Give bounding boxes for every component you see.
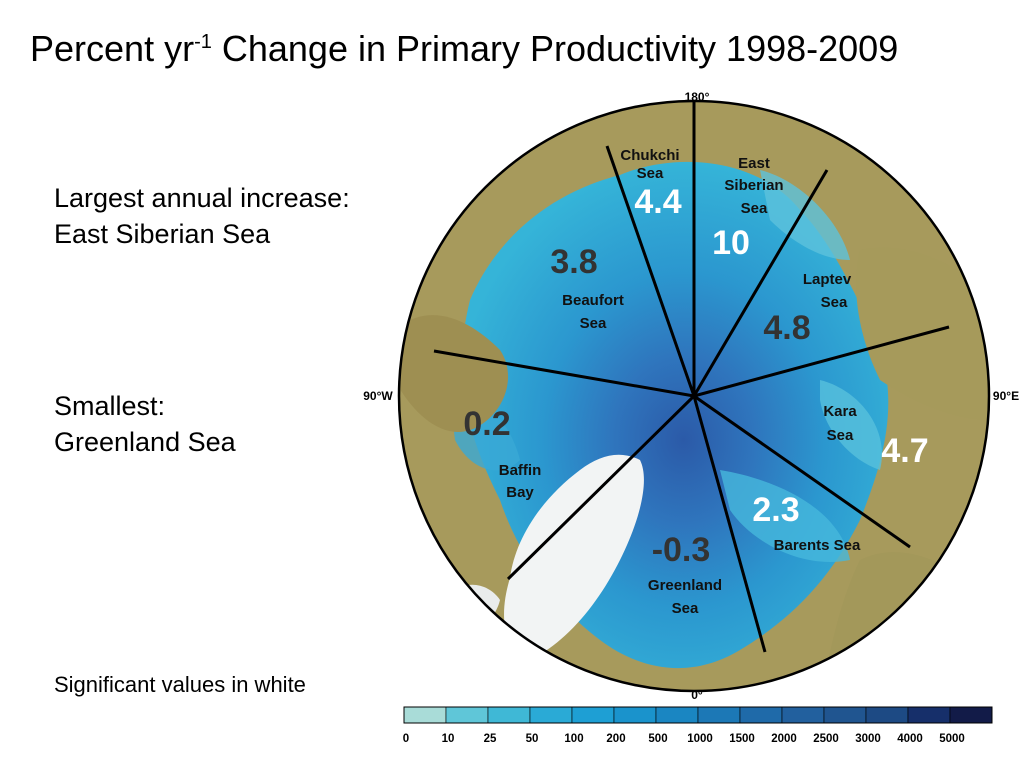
smallest-value: Greenland Sea <box>54 427 236 457</box>
label-90w: 90°W <box>363 389 393 403</box>
legend-tick-label: 100 <box>564 733 583 745</box>
label-0: 0° <box>691 688 703 702</box>
legend-tick-label: 5000 <box>939 733 965 745</box>
laptev-value: 4.8 <box>763 309 810 347</box>
legend-tick-label: 1500 <box>729 733 755 745</box>
kara-name-2: Sea <box>827 427 854 444</box>
baffin-value: 0.2 <box>463 405 510 443</box>
greenland-value: -0.3 <box>652 531 711 569</box>
depth-legend: 0 10 25 50 100 200 500 1000 1500 2000 2500 3000 4000… <box>403 706 993 745</box>
legend-tick-label: 50 <box>526 733 539 745</box>
title-prefix: Percent yr <box>30 28 195 69</box>
legend-tick-label: 25 <box>484 733 497 745</box>
east-siberian-name-2: Siberian <box>724 177 783 194</box>
east-siberian-name-1: East <box>738 155 770 172</box>
legend-frame <box>403 706 993 724</box>
largest-value: East Siberian Sea <box>54 219 271 249</box>
greenland-name-2: Sea <box>672 600 699 617</box>
legend-tick-label: 4000 <box>897 733 923 745</box>
legend-tick-label: 0 <box>403 733 409 745</box>
kara-name-1: Kara <box>823 403 857 420</box>
legend-swatch <box>907 706 951 724</box>
east-siberian-name-3: Sea <box>741 200 768 217</box>
title-suffix: Change in Primary Productivity 1998-2009 <box>211 28 899 69</box>
legend-tick-label: 2000 <box>771 733 797 745</box>
beaufort-name-2: Sea <box>580 315 607 332</box>
baffin-name-2: Bay <box>506 484 534 501</box>
legend-tick-label: 1000 <box>687 733 713 745</box>
legend-tick-label: 10 <box>442 733 455 745</box>
legend-swatch <box>571 706 615 724</box>
legend-swatch <box>739 706 783 724</box>
largest-label: Largest annual increase: <box>54 183 350 213</box>
legend-tick-label: 3000 <box>855 733 881 745</box>
slide-title: Percent yr-1 Change in Primary Productiv… <box>30 28 898 70</box>
sector-lines <box>433 101 950 653</box>
legend-swatch <box>655 706 699 724</box>
label-90e: 90°E <box>993 389 1019 403</box>
label-180: 180° <box>685 90 710 104</box>
legend-swatch <box>529 706 573 724</box>
kara-value: 4.7 <box>881 432 928 470</box>
legend-swatch <box>949 706 993 724</box>
chukchi-name-1: Chukchi <box>620 147 679 164</box>
legend-swatch <box>403 706 447 724</box>
smallest-label: Smallest: <box>54 391 166 421</box>
legend-tick-label: 2500 <box>813 733 839 745</box>
laptev-name-1: Laptev <box>803 271 852 288</box>
greenland-name-1: Greenland <box>648 577 722 594</box>
beaufort-name-1: Beaufort <box>562 292 624 309</box>
laptev-name-2: Sea <box>821 294 848 311</box>
legend-swatch <box>487 706 531 724</box>
baffin-name-1: Baffin <box>499 462 542 479</box>
smallest-note: Smallest: Greenland Sea <box>54 388 236 460</box>
beaufort-value: 3.8 <box>550 243 597 281</box>
barents-name: Barents Sea <box>774 537 861 554</box>
legend-swatch <box>865 706 909 724</box>
legend-tick-label: 500 <box>648 733 667 745</box>
title-superscript: -1 <box>194 31 212 53</box>
legend-swatch <box>445 706 489 724</box>
chukchi-name-2: Sea <box>637 165 664 182</box>
legend-tick-label: 200 <box>606 733 625 745</box>
legend-swatch <box>613 706 657 724</box>
significance-note: Significant values in white <box>54 672 306 697</box>
chukchi-value: 4.4 <box>634 183 681 221</box>
east-siberian-value: 10 <box>712 224 750 262</box>
legend-swatch <box>697 706 741 724</box>
legend-swatch <box>781 706 825 724</box>
barents-value: 2.3 <box>752 491 799 529</box>
largest-note: Largest annual increase: East Siberian S… <box>54 180 350 252</box>
legend-swatch <box>823 706 867 724</box>
